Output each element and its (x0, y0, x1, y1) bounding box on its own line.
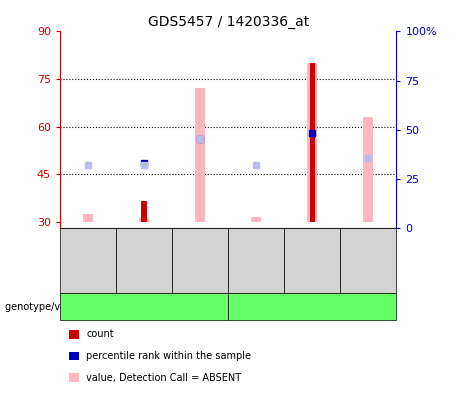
Text: GSM1397409: GSM1397409 (83, 230, 93, 291)
Text: genotype/variation ▶: genotype/variation ▶ (5, 301, 108, 312)
Bar (251, 217, 261, 222)
Title: GDS5457 / 1420336_at: GDS5457 / 1420336_at (148, 15, 309, 29)
Bar (307, 63, 317, 222)
Bar (83, 214, 93, 222)
Bar (309, 63, 315, 222)
Text: GSM1397411: GSM1397411 (252, 230, 261, 291)
Text: count: count (86, 329, 114, 340)
Text: GSM1442337: GSM1442337 (195, 230, 205, 290)
Text: onecut2 wild type: onecut2 wild type (268, 301, 356, 312)
Bar (363, 117, 373, 222)
Text: GSM1442336: GSM1442336 (364, 230, 373, 290)
Bar (141, 201, 147, 222)
Text: value, Detection Call = ABSENT: value, Detection Call = ABSENT (86, 373, 241, 383)
Text: onecut2 knockout: onecut2 knockout (100, 301, 188, 312)
Text: GSM1397412: GSM1397412 (308, 230, 317, 290)
Bar (195, 88, 205, 222)
Text: percentile rank within the sample: percentile rank within the sample (86, 351, 251, 361)
Bar (139, 219, 149, 222)
Text: GSM1397410: GSM1397410 (140, 230, 148, 291)
